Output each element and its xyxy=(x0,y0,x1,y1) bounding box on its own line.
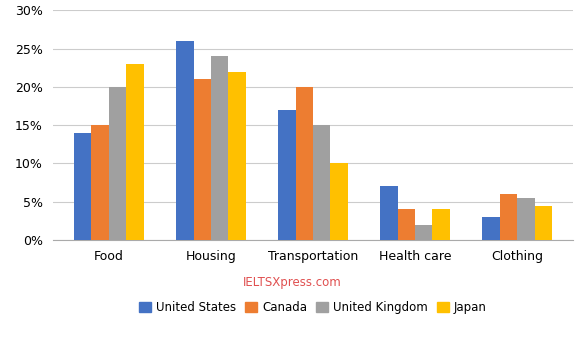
Bar xyxy=(500,194,517,240)
Bar xyxy=(211,56,228,240)
Bar xyxy=(398,210,415,240)
Legend: United States, Canada, United Kingdom, Japan: United States, Canada, United Kingdom, J… xyxy=(135,297,491,319)
Bar xyxy=(313,125,331,240)
Bar xyxy=(295,87,313,240)
Bar xyxy=(432,210,450,240)
Bar xyxy=(278,110,295,240)
Bar xyxy=(331,164,347,240)
Bar xyxy=(176,41,194,240)
Bar xyxy=(126,64,143,240)
Bar xyxy=(109,87,126,240)
Bar xyxy=(517,198,535,240)
Bar xyxy=(415,225,432,240)
Bar xyxy=(535,205,552,240)
Bar xyxy=(228,72,246,240)
Bar xyxy=(194,79,211,240)
Bar xyxy=(380,187,398,240)
Bar xyxy=(74,133,91,240)
Text: IELTSXpress.com: IELTSXpress.com xyxy=(243,276,342,289)
Bar xyxy=(91,125,109,240)
Bar xyxy=(483,217,500,240)
